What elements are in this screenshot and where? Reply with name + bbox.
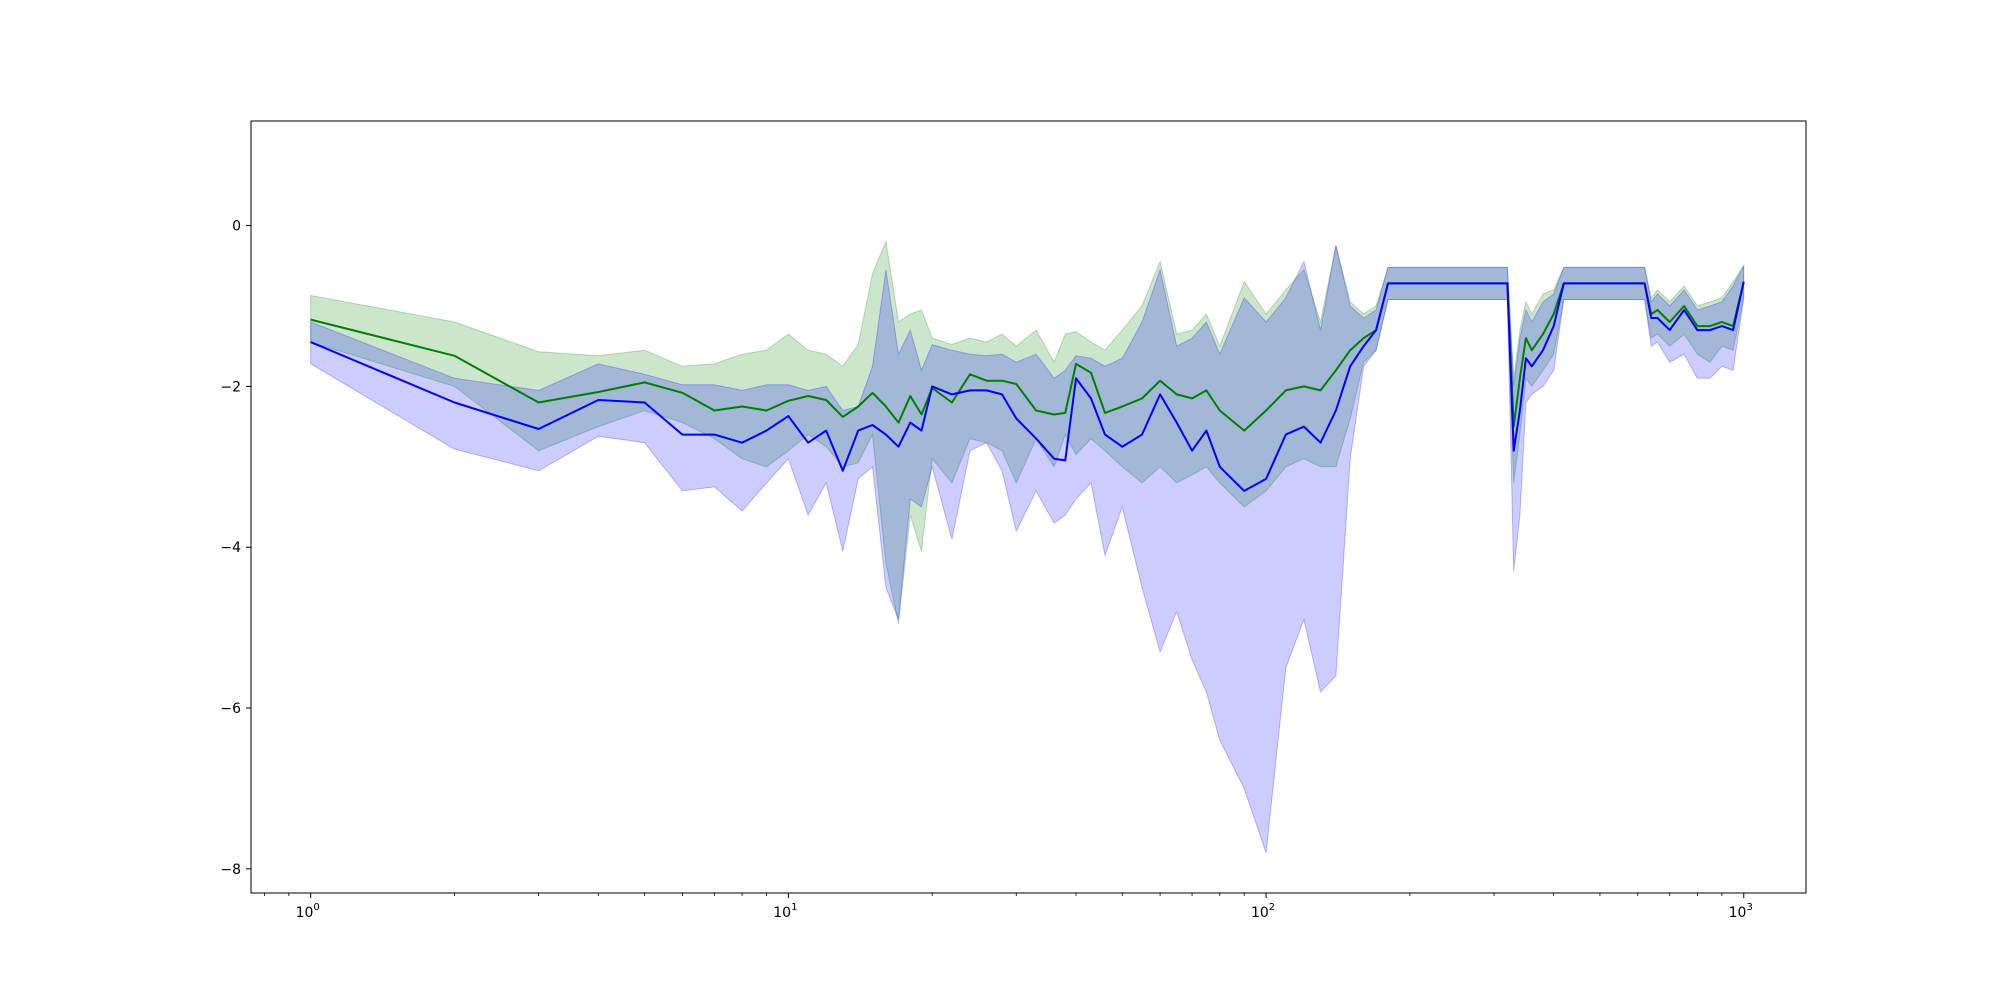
x-tick-label-0: 100 (296, 902, 320, 921)
x-tick-label-2: 102 (1251, 902, 1275, 921)
y-tick-label-4: −8 (220, 862, 241, 878)
confidence-bands (310, 239, 1745, 853)
y-axis: 0 −2 −4 −6 −8 (220, 219, 251, 878)
x-tick-label-3: 103 (1729, 902, 1753, 921)
y-tick-label-2: −4 (220, 540, 241, 556)
y-tick-label-0: 0 (232, 219, 241, 235)
series-1-line (310, 281, 1745, 492)
series-1-band (310, 245, 1745, 853)
y-tick-label-3: −6 (220, 701, 241, 717)
series-lines (310, 281, 1745, 492)
y-tick-label-1: −2 (220, 379, 241, 395)
x-axis: 100 101 102 103 (263, 893, 1753, 921)
series-0-band (310, 239, 1745, 624)
x-tick-label-1: 101 (773, 902, 797, 921)
plot-frame (250, 120, 1807, 894)
